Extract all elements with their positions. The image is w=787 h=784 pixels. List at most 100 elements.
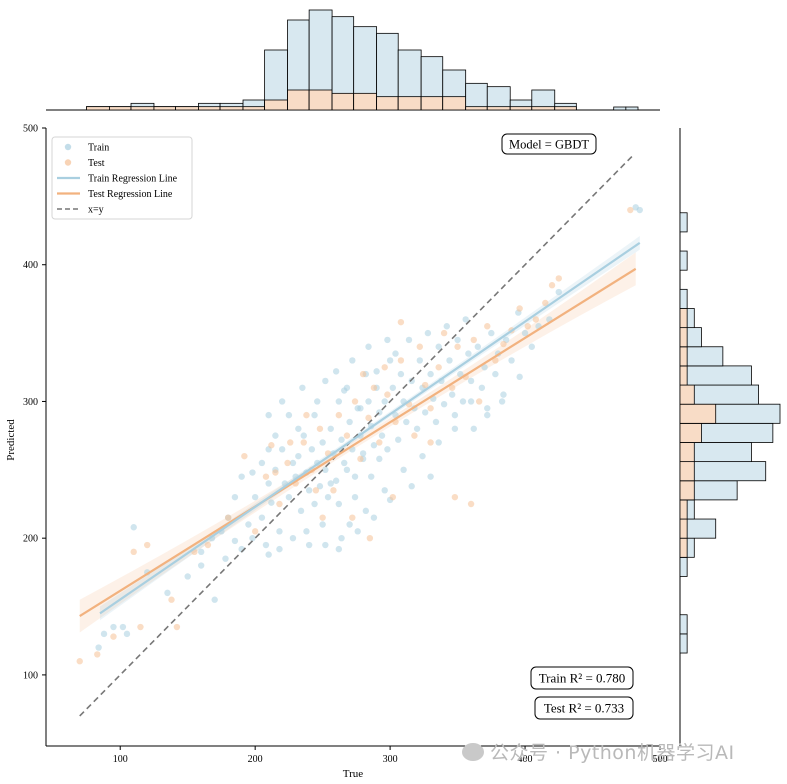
train-point xyxy=(130,524,137,531)
train-point xyxy=(258,514,266,521)
train-point xyxy=(457,370,464,378)
top-hist-train-bar xyxy=(465,82,488,111)
train-point xyxy=(432,418,440,426)
train-point xyxy=(265,480,272,487)
top-hist-test-bar xyxy=(242,106,266,111)
legend-label: Train xyxy=(88,143,109,154)
test-point xyxy=(524,323,531,330)
top-hist-test-bar xyxy=(376,96,399,111)
train-point xyxy=(459,398,467,405)
train-point xyxy=(341,387,348,394)
test-point xyxy=(276,500,283,508)
train-point xyxy=(289,534,297,542)
right-hist-test-bar xyxy=(679,384,695,405)
test-point xyxy=(370,384,378,391)
train-point xyxy=(435,439,442,446)
test-point xyxy=(168,596,175,603)
top-hist-test-bar xyxy=(109,106,132,111)
y-tick-label: 300 xyxy=(23,397,38,408)
test-point xyxy=(284,459,291,467)
train-point xyxy=(389,384,397,391)
legend-marker xyxy=(64,159,72,166)
test-point xyxy=(454,343,461,350)
x-tick-label: 400 xyxy=(518,754,533,765)
train-point xyxy=(276,528,283,535)
right-hist-test-bar xyxy=(679,346,688,367)
top-hist-test-bar xyxy=(153,106,176,111)
train-point xyxy=(110,623,117,631)
train-point xyxy=(285,411,293,419)
train-point xyxy=(408,377,415,385)
train-point xyxy=(351,473,359,480)
train-point xyxy=(384,446,391,453)
train-point xyxy=(335,500,343,508)
watermark-text: 公众号 · Python机器学习AI xyxy=(490,742,735,764)
train-point xyxy=(300,432,307,439)
right-hist-train-bar xyxy=(679,250,688,271)
top-hist-test-bar xyxy=(264,99,288,111)
train-point xyxy=(327,480,334,487)
x-tick-label: 300 xyxy=(383,754,398,765)
train-point xyxy=(516,373,523,381)
train-point xyxy=(295,425,302,432)
train-point xyxy=(451,425,459,432)
top-hist-test-bar xyxy=(219,106,244,111)
train-point xyxy=(403,418,410,426)
train-point xyxy=(335,545,343,553)
top-hist-test-bar xyxy=(130,106,155,111)
legend: Train Test Train Regression Line Test Regre… xyxy=(51,136,193,220)
test-point xyxy=(500,340,507,348)
test-point xyxy=(548,282,556,289)
right-hist-test-bar xyxy=(679,442,695,463)
train-point xyxy=(357,405,364,412)
top-hist-test-bar xyxy=(509,106,533,111)
top-hist-test-bar xyxy=(331,92,355,111)
train-point xyxy=(384,336,391,344)
x-tick-label: 500 xyxy=(653,754,668,765)
train-point xyxy=(251,493,259,501)
train-point xyxy=(338,534,345,542)
top-hist-test-bar xyxy=(86,106,110,111)
train-point xyxy=(365,343,372,350)
train-point xyxy=(276,545,283,553)
train-point xyxy=(262,541,270,549)
top-hist-test-bar xyxy=(420,96,444,111)
top-hist-test-bar xyxy=(531,106,556,111)
y-tick-label: 200 xyxy=(23,534,38,545)
train-point xyxy=(484,411,491,419)
right-hist-train-bar xyxy=(679,212,688,233)
test-point xyxy=(451,493,459,501)
train-point xyxy=(289,459,297,467)
right-hist-test-bar xyxy=(679,499,688,520)
train-regression-line xyxy=(99,241,641,615)
legend-box xyxy=(51,136,193,220)
train-point xyxy=(419,452,426,460)
train-point xyxy=(397,370,405,378)
train-point xyxy=(100,630,108,638)
test-point xyxy=(316,425,324,432)
right-hist-test-bar xyxy=(679,480,695,501)
legend-label: x=y xyxy=(88,205,104,216)
right-hist-train-bar xyxy=(679,288,688,309)
train-point xyxy=(314,398,321,405)
top-hist-test-bar xyxy=(397,96,422,111)
test-point xyxy=(343,432,351,439)
right-hist-test-bar xyxy=(679,518,688,539)
train-point xyxy=(332,477,340,484)
train-point xyxy=(467,377,475,385)
test-point xyxy=(224,514,232,521)
test-point xyxy=(365,414,372,422)
train-point xyxy=(636,206,643,214)
train-point xyxy=(443,323,450,330)
top-hist-test-bar xyxy=(353,92,378,111)
test-point xyxy=(427,439,434,446)
train-point xyxy=(368,473,375,480)
train-point xyxy=(265,551,272,558)
train-point xyxy=(338,436,345,443)
train-point xyxy=(408,483,415,490)
top-hist-test-bar xyxy=(486,106,511,111)
test-point xyxy=(349,514,356,521)
train-point xyxy=(362,507,370,515)
legend-label: Train Regression Line xyxy=(88,174,178,185)
right-hist-test-bar xyxy=(679,327,688,348)
